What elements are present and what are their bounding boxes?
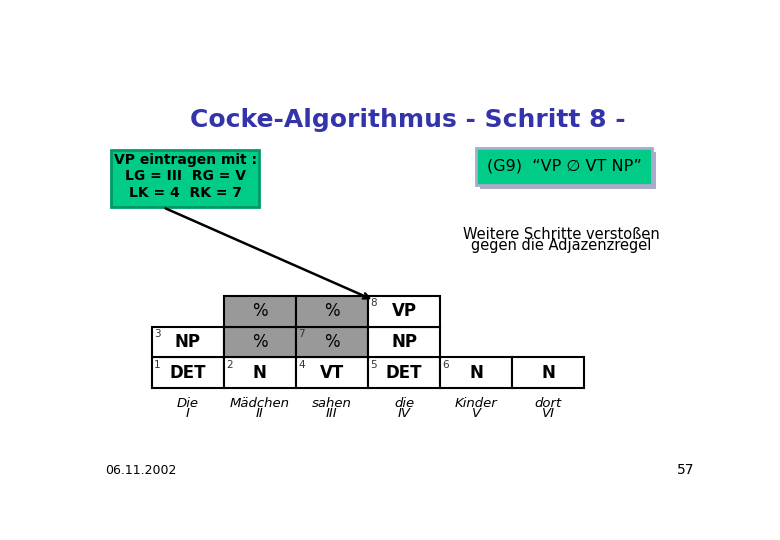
- Text: 3: 3: [154, 329, 161, 339]
- Bar: [440, 357, 512, 388]
- Text: NP: NP: [175, 333, 200, 351]
- Text: N: N: [253, 364, 267, 382]
- Text: Cocke-Algorithmus - Schritt 8 -: Cocke-Algorithmus - Schritt 8 -: [190, 108, 626, 132]
- Text: 57: 57: [677, 463, 694, 477]
- Text: 1: 1: [154, 360, 161, 370]
- Text: II: II: [256, 408, 264, 421]
- Text: %: %: [252, 302, 268, 320]
- Text: LG = III  RG = V: LG = III RG = V: [125, 170, 246, 184]
- Text: 8: 8: [370, 298, 377, 308]
- Text: Kinder: Kinder: [455, 397, 498, 410]
- Text: III: III: [326, 408, 338, 421]
- Text: DET: DET: [169, 364, 206, 382]
- Text: sahen: sahen: [312, 397, 352, 410]
- Bar: [296, 357, 368, 388]
- Text: (G9)  “VP ∅ VT NP”: (G9) “VP ∅ VT NP”: [487, 159, 641, 174]
- Bar: [368, 357, 440, 388]
- Text: V: V: [472, 408, 480, 421]
- Bar: [152, 357, 224, 388]
- Text: 7: 7: [298, 329, 305, 339]
- Bar: [512, 357, 584, 388]
- Text: dort: dort: [534, 397, 562, 410]
- Bar: [368, 327, 440, 357]
- Bar: [296, 327, 368, 357]
- Text: VP: VP: [392, 302, 417, 320]
- Text: VP eintragen mit :: VP eintragen mit :: [114, 153, 257, 167]
- Text: die: die: [394, 397, 414, 410]
- Bar: [224, 357, 296, 388]
- Text: N: N: [469, 364, 483, 382]
- Text: I: I: [186, 408, 190, 421]
- Text: VI: VI: [541, 408, 555, 421]
- Text: %: %: [324, 302, 340, 320]
- Text: VT: VT: [320, 364, 344, 382]
- Text: 5: 5: [370, 360, 377, 370]
- Bar: [296, 296, 368, 327]
- Bar: [224, 296, 296, 327]
- Bar: [476, 148, 652, 185]
- Text: N: N: [541, 364, 555, 382]
- Bar: [224, 327, 296, 357]
- Text: DET: DET: [386, 364, 422, 382]
- Text: Die: Die: [177, 397, 199, 410]
- Text: %: %: [324, 333, 340, 351]
- Text: Weitere Schritte verstoßen: Weitere Schritte verstoßen: [463, 227, 659, 242]
- Text: 06.11.2002: 06.11.2002: [105, 464, 176, 477]
- Bar: [112, 150, 259, 207]
- Text: gegen die Adjazenzregel: gegen die Adjazenzregel: [471, 238, 651, 253]
- Text: IV: IV: [398, 408, 410, 421]
- Text: NP: NP: [391, 333, 417, 351]
- Text: LK = 4  RK = 7: LK = 4 RK = 7: [129, 186, 242, 200]
- Bar: [152, 327, 224, 357]
- Text: %: %: [252, 333, 268, 351]
- Bar: [368, 296, 440, 327]
- Text: 4: 4: [298, 360, 305, 370]
- Bar: [480, 152, 656, 189]
- Text: Mädchen: Mädchen: [230, 397, 290, 410]
- Text: 6: 6: [442, 360, 449, 370]
- Text: 2: 2: [226, 360, 232, 370]
